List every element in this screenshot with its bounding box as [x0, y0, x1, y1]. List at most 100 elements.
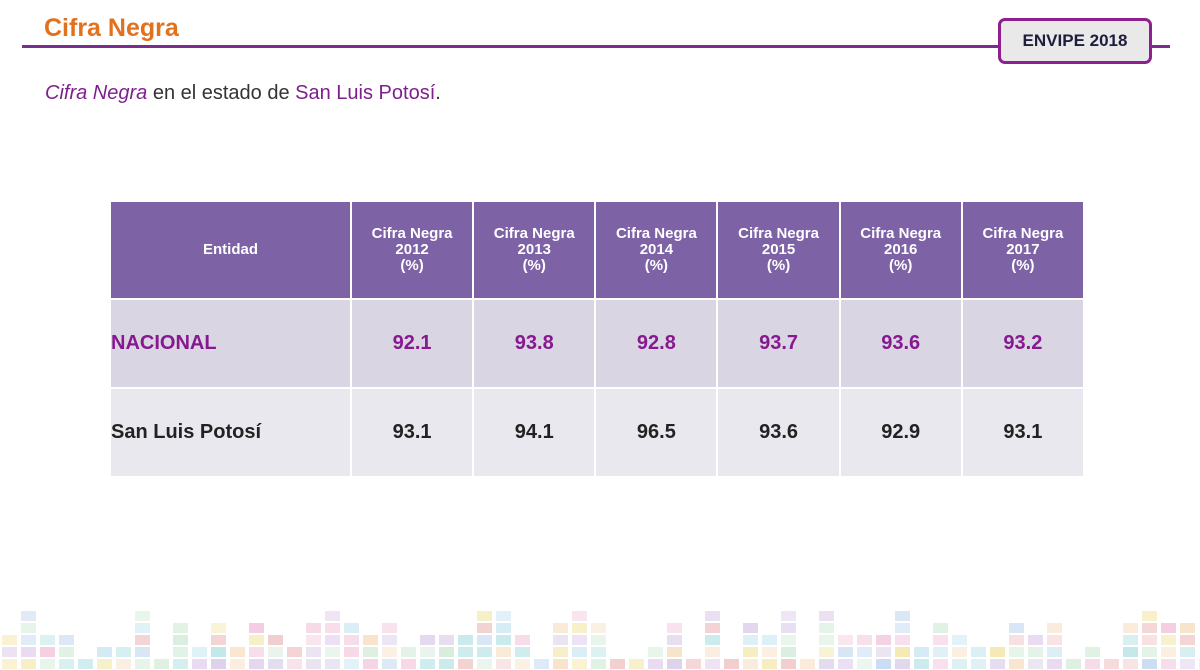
decorative-tile: [496, 647, 511, 657]
decorative-tile: [1142, 611, 1157, 621]
decorative-tile: [268, 659, 283, 669]
decorative-tile: [59, 659, 74, 669]
decorative-tile: [553, 647, 568, 657]
decorative-tile: [895, 611, 910, 621]
decorative-tile: [648, 659, 663, 669]
decorative-tile: [781, 647, 796, 657]
decorative-tile: [838, 647, 853, 657]
decorative-tile: [572, 635, 587, 645]
decorative-tile: [705, 623, 720, 633]
decorative-tile: [40, 647, 55, 657]
decorative-tile: [344, 623, 359, 633]
subtitle-text: en el estado de: [147, 82, 296, 104]
decorative-tile: [1009, 659, 1024, 669]
column-header-entidad: Entidad: [109, 200, 352, 300]
decorative-tile: [743, 623, 758, 633]
decorative-tile: [1180, 623, 1195, 633]
decorative-tile: [895, 635, 910, 645]
decorative-tile: [496, 635, 511, 645]
decorative-tile: [971, 647, 986, 657]
decorative-tile: [1104, 659, 1119, 669]
decorative-tile: [154, 659, 169, 669]
decorative-tile: [819, 635, 834, 645]
decorative-tile: [572, 611, 587, 621]
decorative-tile: [591, 659, 606, 669]
decorative-tile: [306, 623, 321, 633]
decorative-tile: [515, 647, 530, 657]
decorative-tile: [743, 635, 758, 645]
decorative-tile: [382, 635, 397, 645]
decorative-tile: [21, 647, 36, 657]
decorative-tile: [1047, 659, 1062, 669]
decorative-tile: [477, 659, 492, 669]
table-cell: 92.9: [838, 387, 963, 478]
decorative-tile: [230, 659, 245, 669]
decorative-tile: [572, 659, 587, 669]
decorative-tile: [705, 635, 720, 645]
table-row-san-luis-potosi: San Luis Potosí 93.1 94.1 96.5 93.6 92.9…: [109, 387, 1086, 478]
decorative-tile: [1047, 623, 1062, 633]
decorative-tile: [458, 647, 473, 657]
decorative-tile: [477, 611, 492, 621]
decorative-tile: [591, 647, 606, 657]
decorative-tile: [420, 635, 435, 645]
column-header-2014: Cifra Negra 2014 (%): [594, 200, 719, 300]
decorative-tile: [477, 635, 492, 645]
table-header-row: Entidad Cifra Negra 2012 (%) Cifra Negra 20…: [109, 200, 1086, 300]
decorative-tile: [895, 647, 910, 657]
decorative-tile: [59, 635, 74, 645]
survey-badge: ENVIPE 2018: [998, 18, 1152, 64]
decorative-tile: [249, 647, 264, 657]
decorative-tile: [1142, 659, 1157, 669]
decorative-tile: [249, 635, 264, 645]
decorative-tile: [1161, 635, 1176, 645]
subtitle-emphasis: Cifra Negra: [45, 82, 148, 104]
decorative-tile: [895, 659, 910, 669]
decorative-tile: [971, 659, 986, 669]
decorative-tile: [97, 647, 112, 657]
decorative-tile: [211, 647, 226, 657]
decorative-tile: [990, 659, 1005, 669]
decorative-tile: [895, 623, 910, 633]
table-cell: 93.6: [716, 387, 841, 478]
decorative-tile: [173, 623, 188, 633]
decorative-tile: [914, 647, 929, 657]
decorative-tile: [1066, 659, 1081, 669]
decorative-tile: [781, 635, 796, 645]
decorative-tile: [439, 659, 454, 669]
decorative-tile: [382, 659, 397, 669]
column-header-2013: Cifra Negra 2013 (%): [472, 200, 597, 300]
decorative-tile: [287, 659, 302, 669]
decorative-tile: [1028, 635, 1043, 645]
decorative-tile: [762, 659, 777, 669]
column-header-2016: Cifra Negra 2016 (%): [838, 200, 963, 300]
decorative-tile: [401, 659, 416, 669]
decorative-tile: [1009, 623, 1024, 633]
table-cell: 93.7: [716, 298, 841, 389]
decorative-tile: [344, 659, 359, 669]
decorative-tile: [325, 611, 340, 621]
decorative-tile: [192, 647, 207, 657]
table-cell: 93.8: [472, 298, 597, 389]
decorative-tile: [553, 623, 568, 633]
decorative-tile: [1142, 647, 1157, 657]
decorative-tile: [952, 647, 967, 657]
decorative-tile: [515, 659, 530, 669]
decorative-tile: [382, 623, 397, 633]
decorative-tile: [553, 659, 568, 669]
decorative-tile: [268, 647, 283, 657]
decorative-tile: [173, 635, 188, 645]
decorative-tile: [800, 659, 815, 669]
decorative-tile: [838, 635, 853, 645]
decorative-tile: [344, 635, 359, 645]
decorative-tile: [496, 659, 511, 669]
table-cell: 93.1: [349, 387, 475, 478]
decorative-tile: [990, 647, 1005, 657]
decorative-tile: [40, 635, 55, 645]
decorative-tile: [1180, 647, 1195, 657]
decorative-tile: [59, 647, 74, 657]
decorative-tile: [1047, 647, 1062, 657]
decorative-tile: [743, 647, 758, 657]
row-entity: NACIONAL: [109, 298, 352, 389]
decorative-tile: [1180, 635, 1195, 645]
